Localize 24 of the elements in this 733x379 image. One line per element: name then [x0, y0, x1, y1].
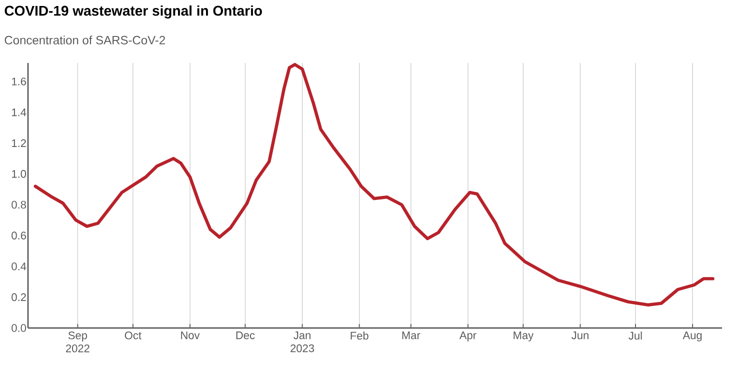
x-tick-label: Oct	[124, 332, 142, 340]
x-tick-label: Aug	[682, 332, 702, 342]
x-tick-label: Mar	[402, 332, 420, 340]
y-tick-label: 0.8	[12, 200, 26, 209]
chart-subtitle: Concentration of SARS-CoV-2	[4, 36, 166, 44]
y-tick-label: 1.6	[12, 78, 26, 86]
x-tick-label: May	[514, 332, 534, 342]
y-tick-label: 0.6	[12, 232, 26, 240]
y-tick-label: 0.4	[12, 262, 26, 270]
x-tick-label: Dec	[236, 332, 255, 340]
x-tick-label: Jun	[572, 332, 588, 340]
y-tick-label: 1.4	[12, 108, 26, 116]
x-tick-label: Jul	[628, 332, 642, 340]
y-tick-label: 0.2	[12, 293, 26, 302]
x-tick-label: Apr	[459, 332, 476, 342]
x-tick-label: Jan 2023	[290, 332, 314, 352]
y-tick-label: 1.2	[12, 139, 26, 147]
x-tick-label: Nov	[181, 332, 200, 340]
line-series	[34, 62, 714, 306]
x-tick-label: Feb	[350, 332, 368, 340]
y-tick-label: 0.0	[12, 324, 26, 332]
y-tick-label: 1.0	[12, 170, 26, 178]
x-tick-label: Sep 2022	[66, 332, 90, 352]
chart-title: COVID-19 wastewater signal in Ontario	[4, 5, 262, 19]
